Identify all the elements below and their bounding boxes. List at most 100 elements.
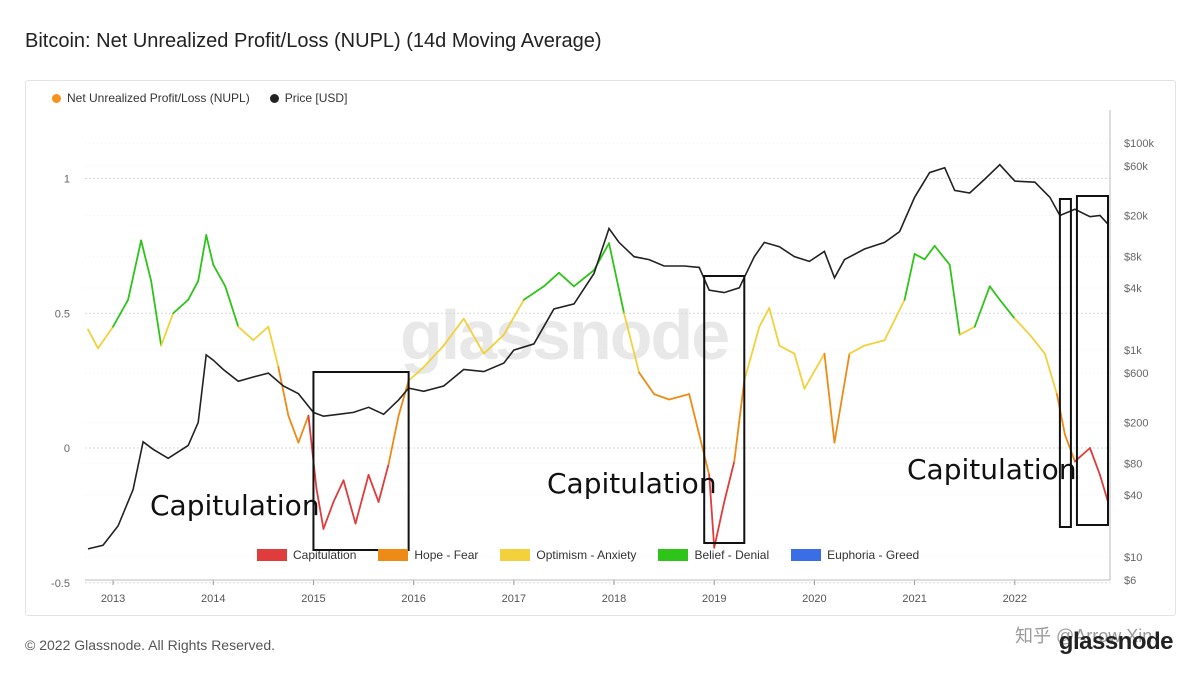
capitulation-box [312, 371, 410, 551]
chart-title: Bitcoin: Net Unrealized Profit/Loss (NUP… [25, 30, 602, 52]
nupl-segment [315, 487, 325, 530]
zone-legend-hope-fear[interactable]: Hope - Fear [378, 548, 478, 562]
zone-legend-capitulation[interactable]: Capitulation [257, 548, 356, 562]
price-line [87, 163, 1109, 550]
capitulation-box [703, 275, 746, 544]
x-tick-label: 2019 [702, 593, 726, 605]
nupl-segment [342, 479, 357, 525]
corner-watermark: 知乎 @Arrow Xin [1015, 626, 1153, 646]
nupl-segment [1028, 333, 1046, 355]
nupl-segment [708, 474, 716, 549]
nupl-segment [462, 317, 485, 355]
nupl-segment [743, 325, 761, 382]
nupl-segment [623, 312, 640, 374]
nupl-segment [97, 325, 114, 350]
nupl-segment [638, 371, 656, 396]
nupl-segment [933, 244, 951, 266]
nupl-segment [998, 298, 1016, 320]
nupl-segment [863, 339, 886, 347]
nupl-segment [668, 393, 691, 401]
nupl-segment [653, 393, 671, 401]
x-tick-label: 2020 [802, 593, 826, 605]
legend-label-price: Price [USD] [284, 91, 348, 105]
nupl-segment [778, 344, 796, 355]
nupl-segment [973, 285, 991, 328]
zone-swatch-euphoria-greed [791, 549, 822, 561]
nupl-segment [1099, 474, 1109, 503]
nupl-segment [197, 234, 208, 282]
y-left-tick-label: 0 [64, 443, 70, 455]
y-left-tick-label: -0.5 [51, 578, 70, 590]
zone-swatch-belief-denial [658, 549, 689, 561]
nupl-segment [1055, 393, 1066, 436]
nupl-segment [573, 269, 595, 288]
nupl-segment [367, 474, 380, 503]
nupl-segment [793, 352, 806, 390]
legend-item-price[interactable]: Price [USD] [269, 91, 348, 105]
nupl-segment [397, 379, 410, 417]
y-right-tick-label: $8k [1124, 252, 1142, 264]
zone-label-euphoria-greed: Euphoria - Greed [827, 548, 920, 562]
nupl-segment [803, 352, 826, 390]
y-left-tick-label: 1 [64, 174, 70, 186]
y-right-tick-label: $60k [1124, 161, 1148, 173]
nupl-segment [205, 234, 215, 266]
zone-swatch-hope-fear [378, 549, 409, 561]
x-tick-label: 2021 [902, 593, 926, 605]
zone-legend-optimism-anxiety[interactable]: Optimism - Anxiety [500, 548, 636, 562]
zone-label-belief-denial: Belief - Denial [694, 548, 770, 562]
nupl-segment [713, 500, 726, 549]
nupl-segment [87, 328, 99, 350]
x-tick-label: 2015 [301, 593, 325, 605]
nupl-segment [913, 253, 926, 261]
annotation-capitulation-2022: Capitulation [907, 453, 1077, 486]
x-tick-label: 2017 [502, 593, 526, 605]
nupl-segment [988, 285, 1001, 301]
y-right-tick-label: $600 [1124, 368, 1148, 380]
y-right-tick-label: $40 [1124, 490, 1142, 502]
nupl-segment [558, 271, 575, 288]
zone-legend-euphoria-greed[interactable]: Euphoria - Greed [791, 548, 919, 562]
glassnode-logo: glassnode [1058, 628, 1174, 655]
nupl-segment [140, 239, 153, 282]
zone-swatch-capitulation [257, 549, 287, 561]
nupl-segment [112, 298, 129, 328]
y-right-tick-label: $6 [1124, 575, 1136, 587]
center-watermark: glassnode [400, 296, 730, 374]
annotation-capitulation-2015: Capitulation [150, 489, 320, 522]
zone-legend-belief-denial[interactable]: Belief - Denial [658, 548, 769, 562]
nupl-segment [160, 312, 175, 347]
nupl-segment [127, 239, 143, 301]
nupl-segment [1013, 317, 1031, 336]
y-right-tick-label: $80 [1124, 459, 1142, 471]
y-right-tick-label: $100k [1124, 138, 1154, 150]
legend-item-nupl[interactable]: Net Unrealized Profit/Loss (NUPL) [52, 91, 250, 105]
nupl-segment [522, 285, 545, 301]
capitulation-box [1058, 198, 1072, 528]
zone-label-capitulation: Capitulation [293, 548, 357, 562]
nupl-segment [733, 379, 746, 463]
nupl-segment [172, 298, 190, 315]
nupl-segment [387, 414, 400, 466]
x-tick-label: 2022 [1003, 593, 1027, 605]
nupl-segment [482, 333, 505, 355]
zone-swatch-optimism-anxiety [500, 549, 531, 561]
nupl-segment [542, 271, 560, 288]
nupl-segment [354, 474, 370, 525]
legend-dot-price [269, 93, 279, 103]
nupl-segment [923, 244, 936, 261]
nupl-segment [212, 263, 227, 288]
nupl-segment [608, 242, 625, 315]
legend-dot-nupl [52, 93, 61, 103]
legend-label-nupl: Net Unrealized Profit/Loss (NUPL) [67, 91, 250, 105]
y-left-tick-label: 0.5 [55, 308, 70, 320]
x-tick-label: 2014 [201, 593, 225, 605]
nupl-segment [723, 460, 736, 503]
chart-panel [25, 80, 1176, 616]
nupl-segment [422, 344, 445, 369]
zone-label-optimism-anxiety: Optimism - Anxiety [536, 548, 637, 562]
y-right-tick-label: $1k [1124, 345, 1142, 357]
nupl-segment [848, 344, 866, 355]
zone-label-hope-fear: Hope - Fear [414, 548, 479, 562]
